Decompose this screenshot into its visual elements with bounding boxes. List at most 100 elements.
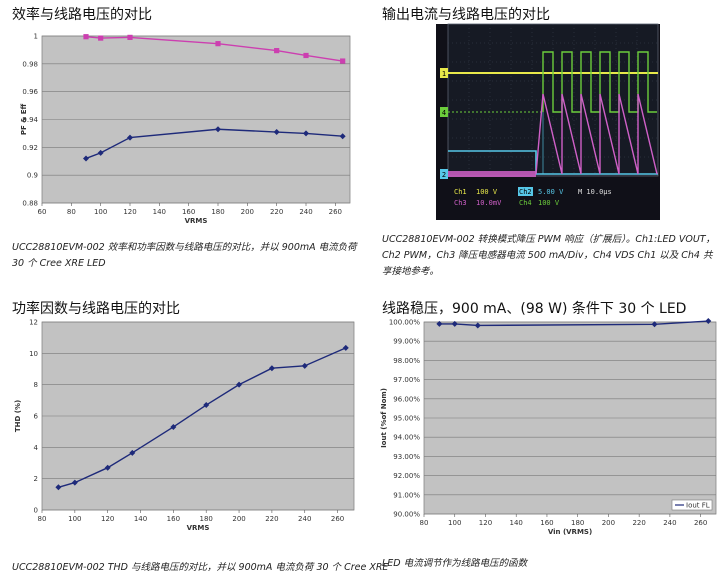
x-tick-label: 240 bbox=[663, 519, 676, 527]
data-point bbox=[340, 58, 346, 64]
data-point bbox=[451, 320, 458, 327]
y-tick-label: 0 bbox=[34, 507, 38, 515]
ch1-marker bbox=[440, 68, 448, 78]
y-tick-label: 0.98 bbox=[22, 60, 38, 68]
scope-chart-title: 输出电流与线路电压的对比 bbox=[382, 7, 550, 23]
ch2-trace bbox=[448, 150, 658, 175]
x-tick-label: 160 bbox=[182, 208, 195, 216]
y-tick-label: 0.88 bbox=[22, 200, 38, 208]
line-regulation-chart: 90.00% 91.00% 92.00% 93.00% 94.00% 95.00% 96.0… bbox=[380, 318, 717, 536]
x-axis-label: Vin (VRMS) bbox=[548, 528, 592, 536]
x-tick-label: 140 bbox=[153, 208, 166, 216]
y-tick-label: 94.00% bbox=[393, 434, 420, 442]
y-tick-label: 6 bbox=[34, 413, 39, 421]
y-tick-label: 95.00% bbox=[393, 415, 420, 423]
data-point bbox=[97, 149, 104, 156]
x-tick-label: 220 bbox=[270, 208, 283, 216]
y-tick-label: 100.00% bbox=[389, 319, 420, 327]
data-point bbox=[129, 449, 136, 456]
ch2-readout-box bbox=[518, 187, 533, 196]
y-tick-label: 96.00% bbox=[393, 395, 420, 403]
x-tick-label: 120 bbox=[101, 515, 114, 523]
data-point bbox=[236, 381, 243, 388]
y-tick-label: 92.00% bbox=[393, 472, 420, 480]
y-axis-label: PF & Eff bbox=[20, 103, 28, 135]
data-point bbox=[339, 133, 346, 140]
ch4-marker bbox=[440, 107, 448, 117]
ch3-trace bbox=[535, 93, 658, 175]
y-tick-label: 0.94 bbox=[22, 116, 38, 124]
y-tick-label: 8 bbox=[34, 381, 38, 389]
y-tick-label: 10 bbox=[29, 350, 38, 358]
x-tick-label: 80 bbox=[67, 208, 76, 216]
data-point bbox=[104, 464, 111, 471]
x-axis-label: VRMS bbox=[187, 524, 210, 532]
ch1-readout-name: Ch1 bbox=[454, 188, 467, 196]
x-tick-label: 180 bbox=[571, 519, 584, 527]
efficiency-chart-title: 效率与线路电压的对比 bbox=[12, 7, 152, 23]
x-tick-label: 100 bbox=[68, 515, 81, 523]
legend-label: Iout FL bbox=[686, 502, 710, 510]
ch1-readout-value: 100 V bbox=[476, 188, 498, 196]
data-point bbox=[474, 322, 481, 329]
legend-box bbox=[671, 499, 713, 511]
data-point bbox=[303, 52, 309, 59]
data-point bbox=[303, 130, 309, 137]
series-line bbox=[58, 347, 347, 488]
ch3-noise bbox=[448, 171, 536, 177]
scope-caption: UCC28810EVM-002 转换模式降压 PWM 响应（扩展后）。Ch1:L… bbox=[382, 234, 716, 277]
x-tick-label: 240 bbox=[299, 208, 312, 216]
x-tick-label: 60 bbox=[38, 208, 47, 216]
thd-chart: 0 2 4 6 8 10 12 80 100 120 140 160 180 200 220 240 260 VR… bbox=[14, 319, 355, 532]
y-axis-label: THD (%) bbox=[14, 400, 22, 432]
ch3-readout-name: Ch3 bbox=[454, 199, 467, 207]
y-tick-label: 12 bbox=[29, 319, 38, 327]
x-tick-label: 180 bbox=[211, 208, 224, 216]
x-tick-label: 100 bbox=[448, 519, 461, 527]
x-tick-label: 200 bbox=[232, 515, 245, 523]
y-tick-label: 0.92 bbox=[22, 144, 38, 152]
data-point bbox=[215, 41, 221, 47]
ch3-readout-value: 10.0mV bbox=[476, 199, 502, 207]
ch2-marker-label: 2 bbox=[442, 171, 446, 179]
data-point bbox=[127, 34, 133, 40]
ch4-readout-name: Ch4 bbox=[519, 199, 532, 207]
data-point bbox=[342, 344, 349, 351]
thd-chart-title: 功率因数与线路电压的对比 bbox=[12, 301, 180, 317]
y-tick-label: 2 bbox=[34, 475, 38, 483]
legend: Iout FL bbox=[671, 499, 713, 511]
y-tick-label: 90.00% bbox=[393, 511, 420, 519]
ch1-marker-label: 1 bbox=[442, 70, 446, 78]
y-tick-label: 98.00% bbox=[393, 357, 420, 365]
ch2-readout-value: 5.00 V bbox=[538, 188, 564, 196]
ch2-marker bbox=[440, 169, 448, 179]
x-tick-label: 260 bbox=[694, 519, 707, 527]
oscilloscope-capture: 1 4 2 Ch1 100 V Ch3 10.0mV Ch2 5.00 V Ch4 100 V M 1… bbox=[436, 23, 660, 220]
x-tick-label: 260 bbox=[329, 208, 342, 216]
data-point bbox=[203, 402, 210, 409]
data-point bbox=[127, 134, 133, 141]
data-point bbox=[436, 320, 443, 327]
data-point bbox=[170, 423, 177, 430]
y-tick-label: 0.9 bbox=[27, 172, 38, 180]
ch2-readout-name: Ch2 bbox=[519, 188, 532, 196]
x-tick-label: 200 bbox=[241, 208, 254, 216]
y-tick-label: 4 bbox=[34, 444, 39, 452]
data-point bbox=[71, 479, 78, 486]
x-tick-label: 220 bbox=[265, 515, 278, 523]
regulation-chart-caption: LED 电流调节作为线路电压的函数 bbox=[382, 558, 528, 569]
y-tick-label: 93.00% bbox=[393, 453, 420, 461]
data-point bbox=[274, 48, 280, 54]
y-tick-label: 91.00% bbox=[393, 491, 420, 499]
data-point bbox=[268, 365, 275, 372]
data-point bbox=[55, 484, 62, 491]
y-tick-label: 97.00% bbox=[393, 376, 420, 384]
x-tick-label: 180 bbox=[200, 515, 213, 523]
y-tick-label: 1 bbox=[34, 33, 38, 41]
x-tick-label: 220 bbox=[632, 519, 645, 527]
x-tick-label: 100 bbox=[94, 208, 107, 216]
x-tick-label: 160 bbox=[540, 519, 553, 527]
x-tick-label: 80 bbox=[420, 519, 429, 527]
y-tick-label: 99.00% bbox=[393, 338, 420, 346]
ch4-readout-value: 100 V bbox=[538, 199, 560, 207]
